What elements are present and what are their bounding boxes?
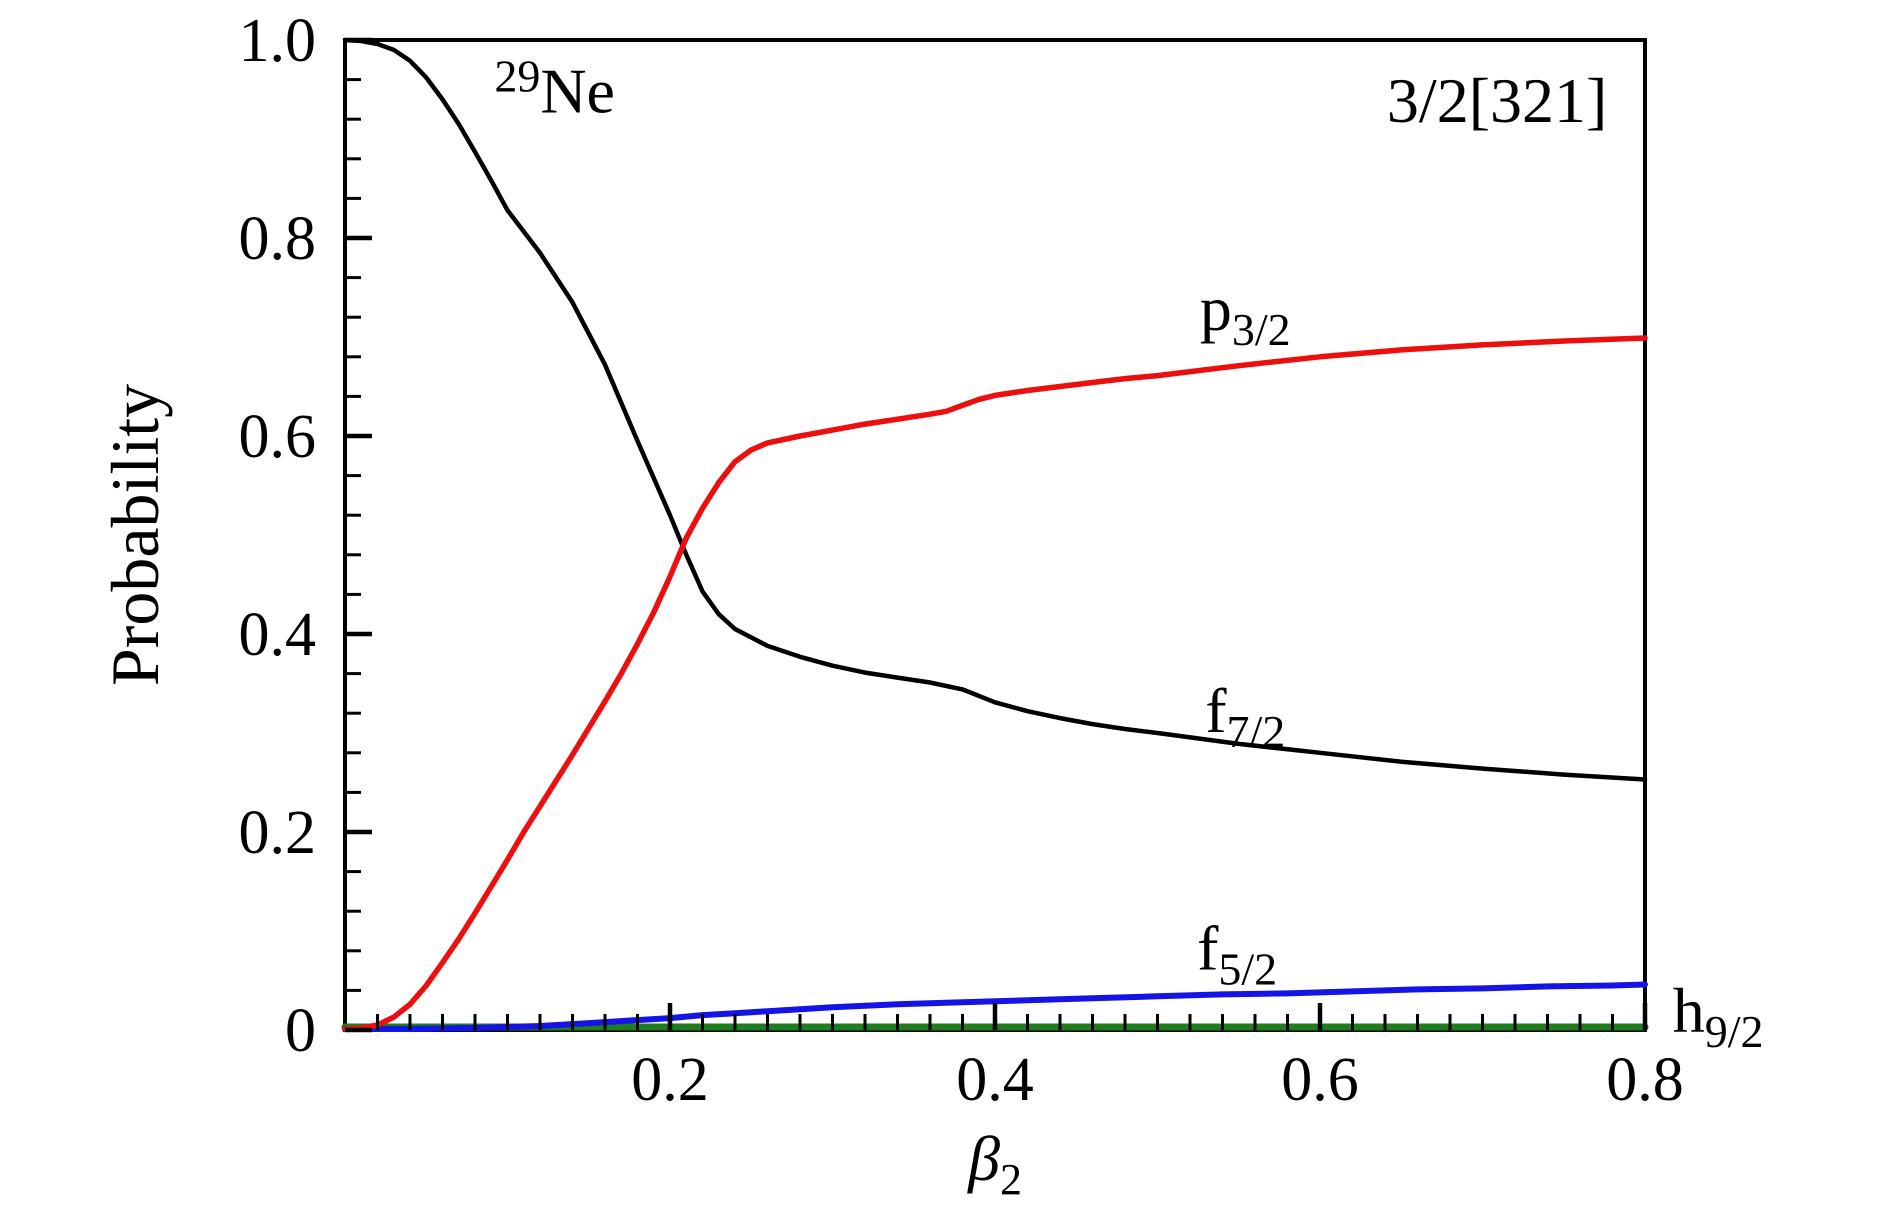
annotation-sub: 3/2 xyxy=(1232,304,1291,355)
axis-ticks xyxy=(345,37,1648,1033)
annotation-base: h xyxy=(1673,975,1705,1046)
annotation-base: Ne xyxy=(540,55,615,126)
y-axis-title: Probability xyxy=(97,384,173,686)
x-tick-label: 0.2 xyxy=(631,1046,709,1114)
y-tick-label: 1.0 xyxy=(239,7,317,75)
y-tick-label: 0.2 xyxy=(239,799,317,867)
curve-f7/2 xyxy=(342,37,1648,782)
annotation-sup: 29 xyxy=(494,50,540,101)
annotation-sub: 7/2 xyxy=(1227,706,1286,757)
y-tick-label: 0 xyxy=(285,997,316,1065)
y-tick-label: 0.4 xyxy=(239,601,317,669)
x-axis-title-sub: 2 xyxy=(1000,1155,1022,1204)
annotation-f52-label: f5/2 xyxy=(1197,913,1277,995)
tick-labels: 0.2 0.4 0.6 0.8 0 0.2 0.4 0.6 0.8 1.0 xyxy=(239,7,1684,1114)
annotation-p32-label: p3/2 xyxy=(1200,273,1291,355)
curves xyxy=(341,37,1649,1032)
annotation-h92-label: h9/2 xyxy=(1673,975,1764,1057)
annotation-base: p xyxy=(1200,273,1232,344)
annotation-sub: 5/2 xyxy=(1218,944,1277,995)
x-axis-title: β2 xyxy=(966,1123,1022,1204)
y-tick-label: 0.6 xyxy=(239,403,317,471)
annotation-base: f xyxy=(1197,913,1219,984)
annotation-base: f xyxy=(1205,675,1227,746)
annotation-base: 3/2[321] xyxy=(1387,65,1607,136)
plot-frame xyxy=(343,38,1647,1032)
curve-annotations: 29Ne 3/2[321]p3/2f7/2f5/2h9/2 xyxy=(494,50,1763,1057)
curve-p3/2 xyxy=(342,335,1648,1032)
annotation-sub: 9/2 xyxy=(1705,1006,1764,1057)
x-tick-label: 0.4 xyxy=(956,1046,1034,1114)
x-tick-label: 0.8 xyxy=(1606,1046,1684,1114)
curve-f5/2 xyxy=(342,981,1648,1032)
annotation-f72-label: f7/2 xyxy=(1205,675,1285,757)
x-axis-title-base: β xyxy=(966,1123,1000,1194)
y-tick-label: 0.8 xyxy=(239,205,317,273)
annotation-nucleus-label: 29Ne xyxy=(494,50,615,126)
x-tick-label: 0.6 xyxy=(1281,1046,1359,1114)
annotation-nilsson-label: 3/2[321] xyxy=(1387,65,1607,136)
